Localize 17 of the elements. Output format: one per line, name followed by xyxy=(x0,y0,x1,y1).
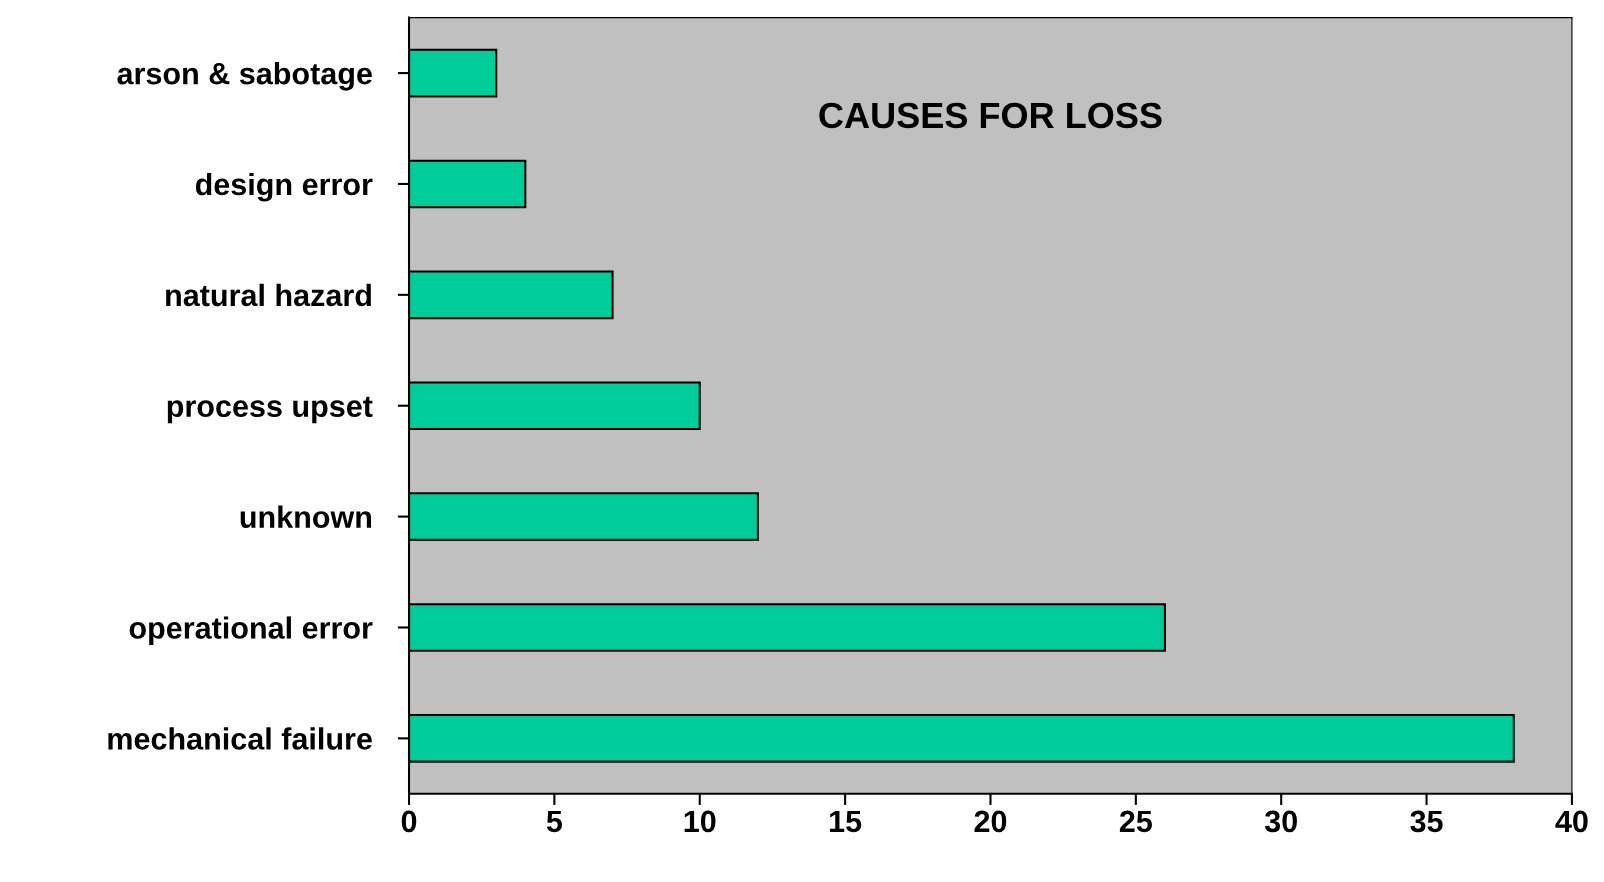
y-tick-label: natural hazard xyxy=(166,283,371,307)
y-tick-label: arson & sabotage xyxy=(117,62,372,91)
x-tick-label: 30 xyxy=(1264,810,1297,833)
y-tick-label: process upset xyxy=(167,396,373,424)
y-tick-label: design error xyxy=(195,172,373,202)
y-tick-label: unknown xyxy=(240,505,372,528)
x-tick-label: 0 xyxy=(401,810,417,833)
y-tick-label: operational error xyxy=(129,616,373,645)
x-tick-label: 35 xyxy=(1410,810,1443,833)
y-tick-label: mechanical failure xyxy=(108,727,372,750)
x-tick-label: 20 xyxy=(974,810,1007,833)
x-tick-label: 40 xyxy=(1555,810,1588,833)
x-tick-label: 10 xyxy=(684,810,716,833)
text: CAUSES FOR LOSS xyxy=(819,102,1162,129)
x-tick-label: 15 xyxy=(830,810,862,833)
x-tick-label: 5 xyxy=(546,810,563,833)
x-tick-label: 25 xyxy=(1119,810,1152,833)
